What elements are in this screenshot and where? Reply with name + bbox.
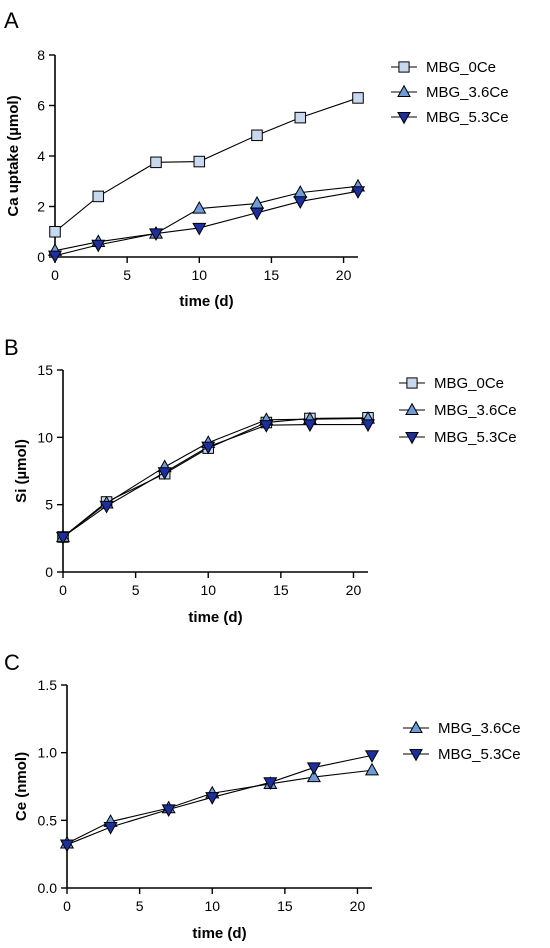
series-line-mbg-0ce (54, 97, 359, 233)
x-tick-label: 5 (132, 582, 140, 598)
legend: MBG_3.6Ce MBG_5.3Ce (403, 720, 521, 763)
legend-label: MBG_5.3Ce (438, 746, 521, 763)
data-point-mbg-5-3ce (259, 420, 274, 433)
data-point-mbg-0ce (92, 190, 105, 203)
legend-label: MBG_0Ce (434, 375, 504, 392)
legend-marker (397, 84, 411, 97)
legend-marker (405, 432, 419, 445)
x-tick-label: 0 (63, 898, 71, 914)
y-tick-label: 5 (45, 497, 53, 513)
y-tick-label: 6 (37, 98, 45, 114)
data-point-mbg-5-3ce (205, 792, 220, 805)
x-tick-label: 5 (123, 267, 131, 283)
data-point-mbg-5-3ce (103, 821, 118, 835)
data-point-mbg-5-3ce (360, 419, 376, 433)
panel-letter: B (4, 335, 19, 360)
x-tick-label: 10 (191, 267, 207, 283)
data-point-mbg-0ce (193, 155, 206, 168)
x-tick-label: 10 (204, 898, 220, 914)
data-point-mbg-5-3ce (91, 239, 106, 253)
y-tick-label: 0 (37, 249, 45, 265)
x-tick-label: 20 (336, 267, 352, 283)
legend: MBG_0Ce MBG_3.6Ce MBG_5.3Ce (391, 59, 509, 126)
legend-label: MBG_3.6Ce (438, 720, 521, 737)
x-tick-label: 5 (136, 898, 144, 914)
legend-label: MBG_5.3Ce (434, 429, 517, 446)
y-tick-label: 0 (45, 564, 53, 580)
panel-letter: A (4, 8, 19, 33)
data-point-mbg-5-3ce (59, 839, 75, 853)
data-point-mbg-5-3ce (249, 207, 265, 221)
y-tick-label: 1.5 (38, 677, 58, 693)
x-axis-title: time (d) (192, 925, 246, 942)
legend-label: MBG_0Ce (426, 59, 496, 76)
data-point-mbg-5-3ce (350, 186, 366, 199)
x-axis-title: time (d) (179, 293, 233, 310)
data-point-mbg-3-6ce (192, 200, 207, 214)
legend-marker (397, 112, 411, 125)
data-point-mbg-5-3ce (55, 531, 71, 545)
data-point-mbg-0ce (49, 225, 61, 238)
x-tick-label: 15 (273, 582, 289, 598)
data-point-mbg-5-3ce (263, 777, 278, 790)
series-line-mbg-0ce (62, 417, 369, 538)
chart-panel-c: C 0.0 0.5 1.0 1.5 0 5 10 15 20 time (d) Ce (nmol) MB… (4, 650, 521, 942)
y-tick-label: 4 (37, 148, 45, 164)
legend-label: MBG_5.3Ce (426, 109, 509, 126)
y-tick-label: 8 (37, 47, 45, 63)
legend-label: MBG_3.6Ce (434, 402, 517, 419)
data-point-mbg-0ce (251, 129, 263, 142)
data-point-mbg-5-3ce (192, 222, 207, 236)
y-tick-label: 2 (37, 199, 45, 215)
data-point-mbg-3-6ce (306, 769, 321, 783)
x-tick-label: 10 (200, 582, 216, 598)
data-point-mbg-0ce (352, 92, 364, 104)
data-point-mbg-3-6ce (364, 762, 380, 776)
series-line-mbg-3-6ce (66, 769, 373, 844)
data-point-mbg-5-3ce (302, 419, 317, 433)
data-point-mbg-5-3ce (148, 228, 164, 242)
legend-label: MBG_3.6Ce (426, 84, 509, 101)
data-point-mbg-5-3ce (364, 750, 380, 763)
y-tick-label: 15 (37, 362, 53, 378)
data-point-mbg-5-3ce (306, 762, 321, 776)
series-line-mbg-3-6ce (62, 417, 369, 538)
y-axis-title: Si (µmol) (13, 439, 30, 503)
series-line-mbg-5-3ce (62, 423, 368, 538)
data-point-mbg-5-3ce (161, 804, 176, 818)
legend-marker (406, 377, 418, 389)
data-point-mbg-0ce (294, 111, 307, 124)
series-line-mbg-5-3ce (66, 754, 373, 846)
panel-letter: C (4, 650, 20, 675)
y-axis-title: Ca uptake (µmol) (5, 95, 22, 216)
x-tick-label: 0 (51, 267, 59, 283)
legend-marker (409, 720, 423, 733)
x-tick-label: 15 (277, 898, 293, 914)
y-axis-title: Ce (nmol) (13, 752, 30, 821)
data-point-mbg-5-3ce (47, 250, 63, 264)
data-point-mbg-5-3ce (293, 196, 308, 209)
y-tick-label: 0.5 (38, 812, 58, 828)
legend-marker (398, 61, 410, 73)
x-tick-label: 20 (346, 582, 362, 598)
x-axis-title: time (d) (188, 609, 242, 626)
legend-marker (405, 402, 419, 415)
data-point-mbg-5-3ce (201, 441, 216, 455)
data-point-mbg-5-3ce (99, 500, 114, 514)
x-tick-label: 20 (350, 898, 366, 914)
chart-panel-a: A 0 2 4 6 8 0 5 10 15 20 time (d) Ca uptake (µmol) MB… (4, 8, 509, 310)
y-tick-label: 0.0 (38, 880, 58, 896)
y-tick-label: 1.0 (38, 745, 58, 761)
x-tick-label: 15 (264, 267, 280, 283)
legend: MBG_0Ce MBG_3.6Ce MBG_5.3Ce (399, 375, 517, 446)
data-point-mbg-5-3ce (157, 467, 172, 480)
y-tick-label: 10 (37, 429, 53, 445)
legend-marker (409, 749, 423, 762)
data-point-mbg-0ce (150, 156, 162, 169)
x-tick-label: 0 (59, 582, 67, 598)
